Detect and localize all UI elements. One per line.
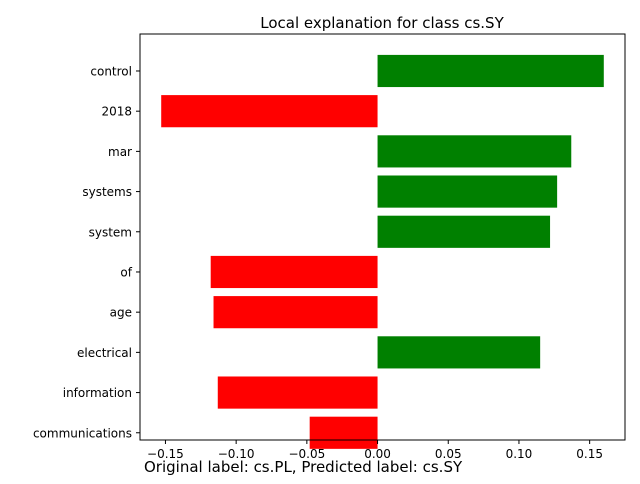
x-tick-label: 0.00 <box>364 447 391 461</box>
y-tick-label: control <box>90 64 132 78</box>
bar-information <box>217 376 378 409</box>
bars-layer <box>161 54 604 449</box>
bar-of <box>210 255 378 289</box>
y-tick-label: of <box>120 265 132 279</box>
bar-systems <box>377 175 558 208</box>
y-tick-label: 2018 <box>101 105 132 119</box>
x-tick-labels: −0.15 −0.10 −0.05 0.00 0.05 0.10 0.15 <box>147 440 603 461</box>
bar-electrical <box>377 336 541 369</box>
x-tick-label: −0.15 <box>147 447 184 461</box>
bar-age <box>213 296 378 329</box>
y-tick-labels: control 2018 mar systems system of age electric… <box>33 64 140 440</box>
y-tick-label: electrical <box>77 346 132 360</box>
y-tick-label: information <box>63 386 132 400</box>
plot-frame <box>139 33 626 441</box>
bar-mar <box>377 135 572 168</box>
x-tick-label: −0.10 <box>218 447 255 461</box>
bar-control <box>377 54 604 88</box>
x-tick-label: 0.05 <box>435 447 462 461</box>
y-tick-label: systems <box>82 185 132 199</box>
caption-text: Original label: cs.PL, Predicted label: … <box>144 458 463 476</box>
x-tick-label: 0.10 <box>506 447 533 461</box>
y-tick-label: age <box>110 306 132 320</box>
x-tick-label: 0.15 <box>576 447 603 461</box>
bar-communications <box>309 416 378 449</box>
bar-system <box>377 215 551 248</box>
y-tick-label: system <box>89 225 132 239</box>
chart-title: Local explanation for class cs.SY <box>260 14 504 32</box>
y-tick-label: mar <box>108 145 132 159</box>
x-tick-label: −0.05 <box>288 447 325 461</box>
bar-2018 <box>161 95 378 128</box>
y-tick-label: communications <box>33 426 132 440</box>
